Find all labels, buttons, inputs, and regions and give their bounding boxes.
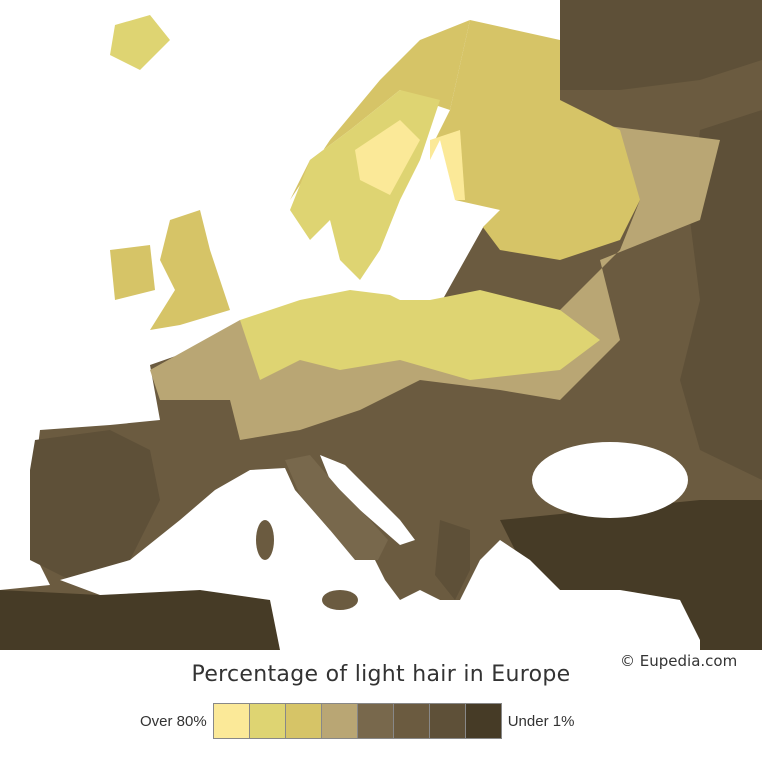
- copyright: © Eupedia.com: [620, 652, 738, 670]
- region-great-britain: [150, 210, 230, 330]
- legend-swatch-5: [357, 704, 394, 738]
- sea-black: [532, 442, 688, 518]
- region-central-europe: [240, 290, 600, 380]
- legend-swatch-6: [393, 704, 430, 738]
- region-finland-karelia: [430, 20, 640, 260]
- sea-baltic: [370, 140, 500, 300]
- legend-swatch-4: [321, 704, 358, 738]
- legend-low-label: Under 1%: [507, 712, 575, 730]
- legend: Over 80% Under 1%: [140, 703, 574, 739]
- legend-swatch-7: [429, 704, 466, 738]
- region-iceland: [110, 15, 170, 70]
- region-iberia: [30, 430, 160, 580]
- legend-swatch-3: [285, 704, 322, 738]
- sea-mediterranean: [60, 468, 700, 650]
- region-sweden-light: [355, 120, 420, 195]
- legend-swatches: [212, 703, 502, 739]
- legend-high-label: Over 80%: [140, 712, 207, 730]
- sicily: [322, 590, 358, 610]
- region-russia-north: [560, 0, 762, 90]
- greece: [435, 520, 470, 600]
- legend-swatch-1: [213, 704, 250, 738]
- sea-adriatic: [320, 455, 415, 545]
- legend-swatch-2: [249, 704, 286, 738]
- sardinia: [256, 520, 274, 560]
- region-ireland: [110, 245, 155, 300]
- region-turkey: [500, 500, 762, 650]
- italy: [285, 455, 388, 560]
- region-norway: [290, 20, 470, 200]
- region-north-africa: [0, 590, 280, 650]
- europe-map: [0, 0, 762, 650]
- map-title: Percentage of light hair in Europe: [191, 662, 571, 687]
- legend-swatch-8: [465, 704, 501, 738]
